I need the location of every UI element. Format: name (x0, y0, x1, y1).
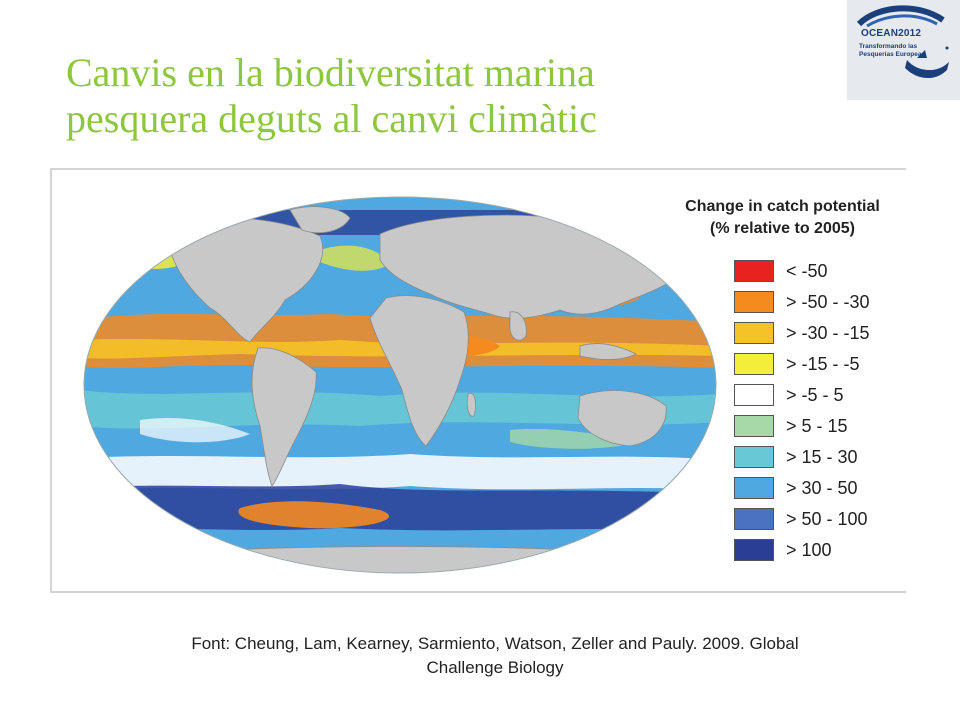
south-subtropic-band (84, 390, 716, 429)
legend-label: > 5 - 15 (786, 416, 848, 436)
north-atlantic-yellow (320, 245, 390, 271)
australia-land (577, 390, 667, 447)
legend-label: > -30 - -15 (786, 323, 870, 343)
legend-swatch (734, 477, 774, 499)
source-line-1: Font: Cheung, Lam, Kearney, Sarmiento, W… (191, 634, 799, 653)
indonesia-land (579, 343, 637, 360)
south-indian-green (510, 428, 640, 449)
legend-swatch (734, 539, 774, 561)
legend-swatch (734, 415, 774, 437)
legend-swatch (734, 353, 774, 375)
legend-title: Change in catch potential (% relative to… (660, 196, 905, 240)
slide-title: Canvis en la biodiversitat marina pesque… (66, 50, 826, 142)
source-citation: Font: Cheung, Lam, Kearney, Sarmiento, W… (100, 632, 890, 680)
legend-label: > -5 - 5 (786, 385, 844, 405)
ocean2012-logo: OCEAN2012 Transformando las Pesquerías E… (847, 0, 960, 100)
title-line-1: Canvis en la biodiversitat marina (66, 50, 595, 95)
legend-label: > -50 - -30 (786, 292, 870, 312)
legend-label: > 100 (786, 540, 832, 560)
legend-swatch (734, 384, 774, 406)
legend-swatch (734, 446, 774, 468)
logo-name: OCEAN2012 (861, 28, 922, 39)
legend-swatch (734, 291, 774, 313)
world-map (83, 196, 717, 574)
north-america-land (169, 217, 323, 343)
logo-tagline-2: Pesquerías Europeas (859, 51, 926, 58)
greenland-land (289, 206, 351, 234)
legend-label: > 30 - 50 (786, 478, 858, 498)
logo-tagline-1: Transformando las (859, 43, 918, 50)
southern-ocean-band (84, 484, 716, 531)
antarctica-land (84, 546, 716, 573)
india-land (509, 311, 527, 341)
legend-label: < -50 (786, 261, 828, 281)
legend-title-line-1: Change in catch potential (685, 198, 880, 215)
white-band (84, 454, 716, 490)
south-pacific-white (140, 417, 250, 443)
africa-land (369, 295, 469, 447)
madagascar-land (466, 392, 476, 417)
legend-swatch (734, 508, 774, 530)
legend-label: > -15 - -5 (786, 354, 860, 374)
source-line-2: Challenge Biology (426, 658, 564, 677)
legend-label: > 15 - 30 (786, 447, 858, 467)
legend-label: > 50 - 100 (786, 509, 868, 529)
legend: Change in catch potential (% relative to… (660, 196, 905, 561)
legend-swatch (734, 260, 774, 282)
map-outline (83, 196, 717, 574)
title-line-2: pesquera deguts al canvi climàtic (66, 96, 597, 141)
south-america-land (251, 347, 317, 487)
legend-title-line-2: (% relative to 2005) (710, 220, 855, 237)
legend-swatch (734, 322, 774, 344)
antarctic-orange-patch (238, 501, 390, 529)
logo-wave-icon (856, 5, 949, 79)
